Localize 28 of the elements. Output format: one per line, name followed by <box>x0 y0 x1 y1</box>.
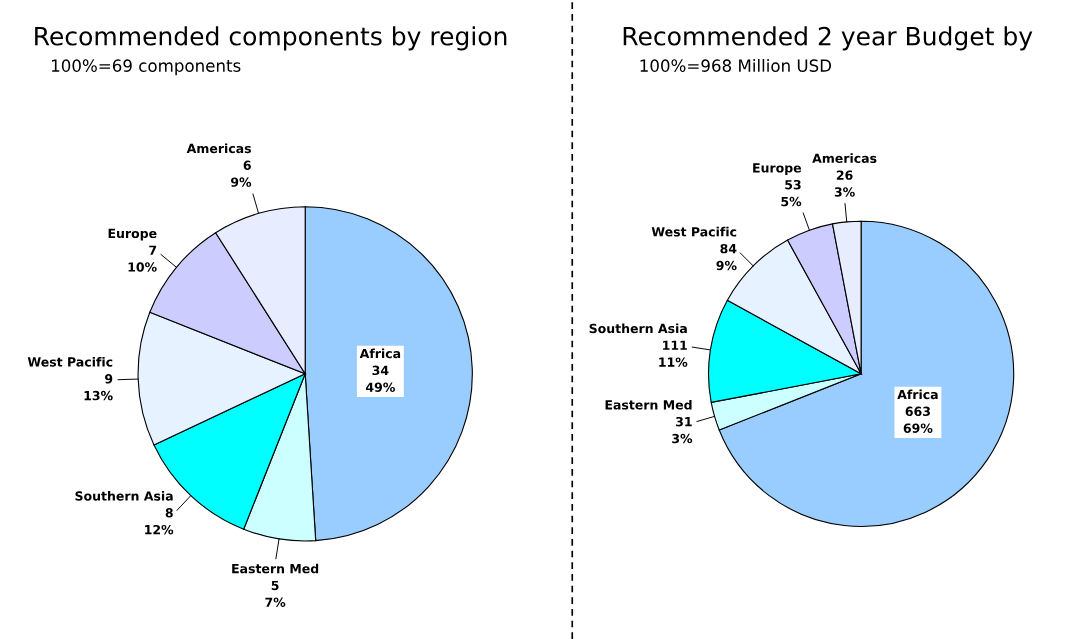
slice-label: Americas <box>186 143 251 154</box>
data-label: 34 49% <box>365 365 395 392</box>
slice-label: Europe <box>753 163 802 176</box>
slice-label: Americas <box>812 153 877 163</box>
slice-label: Eastern Med <box>605 399 692 410</box>
slice-label: West Pacific <box>651 226 737 237</box>
chart-subtitle: 100%=968 Million USD <box>640 59 832 72</box>
chart-subtitle: 100%=69 components <box>51 59 241 76</box>
slice-label: Southern Asia <box>75 491 173 501</box>
slice-label: West Pacific <box>27 356 113 367</box>
data-label: 84 9% <box>716 243 737 271</box>
data-label: 7 10% <box>128 245 157 272</box>
chart-title: Recommended 2 year Budget by <box>623 26 1033 51</box>
slice-label: Africa <box>359 348 401 359</box>
data-label: 5 7% <box>265 580 286 608</box>
data-label: 53 5% <box>781 179 802 207</box>
data-label: 663 69% <box>903 406 933 433</box>
chart-title: Recommended components by region <box>35 26 507 51</box>
data-label: 111 11% <box>659 340 688 367</box>
slice-label: Africa <box>897 389 938 400</box>
slice-label: Eastern Med <box>232 563 319 574</box>
data-label: 8 12% <box>145 508 174 535</box>
data-label: 26 3% <box>834 170 855 197</box>
slice-label: Southern Asia <box>589 323 687 334</box>
data-label: 9 13% <box>84 374 113 401</box>
slice-label: Europe <box>108 228 157 241</box>
data-label: 6 9% <box>231 160 252 187</box>
data-label: 31 3% <box>672 416 693 444</box>
